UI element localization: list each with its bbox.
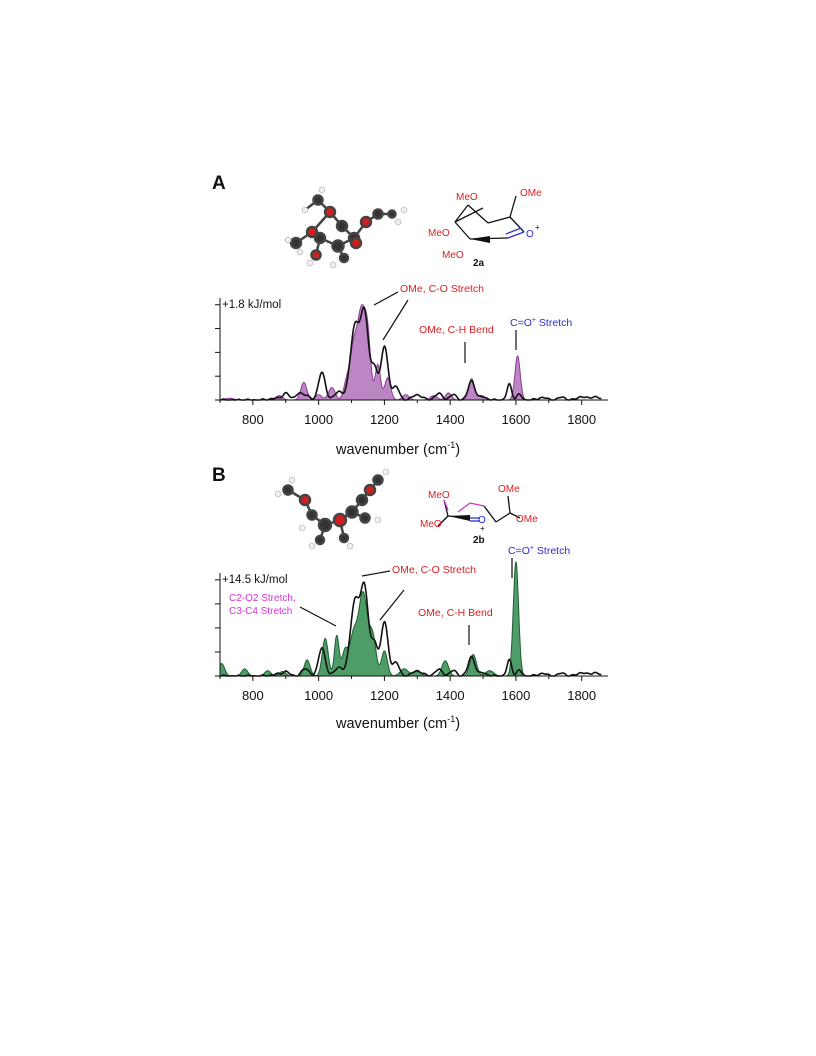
annotation-a-co-stretch: OMe, C-O Stretch bbox=[400, 283, 484, 295]
annotation-a-cplus-stretch: C=O+ Stretch bbox=[510, 317, 572, 329]
structure-label-plus-b: + bbox=[480, 524, 485, 533]
annotation-a-ch-bend: OMe, C-H Bend bbox=[419, 324, 494, 336]
structure-label-ome-top: OMe bbox=[520, 188, 542, 199]
panel-letter-a: A bbox=[212, 173, 226, 194]
x-ticks-a: 800 1000 1200 1400 1600 1800 bbox=[219, 400, 596, 427]
x-tick-label: 1000 bbox=[304, 688, 333, 703]
x-ticks-b: 800 1000 1200 1400 1600 1800 bbox=[219, 676, 596, 703]
structure-label-meo-bottom: MeO bbox=[442, 250, 464, 261]
spectrum-b-experimental-line bbox=[220, 581, 602, 677]
structure-2b: MeO OMe MeO OMe O + 2b bbox=[420, 484, 538, 546]
x-tick-label: 1200 bbox=[370, 688, 399, 703]
structure-label-meo-left-b: MeO bbox=[420, 519, 442, 530]
x-tick-label: 1800 bbox=[567, 412, 596, 427]
x-tick-label: 800 bbox=[242, 412, 264, 427]
structure-label-ome-right-b: OMe bbox=[516, 514, 538, 525]
annotation-b-co-stretch: OMe, C-O Stretch bbox=[392, 564, 476, 576]
annotation-b-cplus-stretch: C=O+ Stretch bbox=[508, 545, 570, 557]
compound-label-2b: 2b bbox=[473, 535, 485, 546]
panel-letter-b: B bbox=[212, 465, 226, 486]
energy-label-b: +14.5 kJ/mol bbox=[222, 574, 288, 586]
annotation-b-c3c4-stretch: C3-C4 Stretch bbox=[229, 606, 292, 617]
x-tick-label: 1400 bbox=[436, 412, 465, 427]
y-ticks-a bbox=[215, 304, 220, 401]
chart-a: 800 1000 1200 1400 1600 1800 +1.8 kJ/mol OMe,… bbox=[215, 283, 608, 458]
x-tick-label: 1000 bbox=[304, 412, 333, 427]
spectrum-a-experimental-line bbox=[220, 306, 602, 401]
structure-label-oxocarbenium-b: O bbox=[478, 515, 486, 526]
structure-2a: MeO OMe MeO MeO O + 2a bbox=[428, 188, 542, 269]
x-tick-label: 800 bbox=[242, 688, 264, 703]
x-tick-label: 1400 bbox=[436, 688, 465, 703]
structure-label-meo-left: MeO bbox=[428, 228, 450, 239]
x-tick-label: 1600 bbox=[501, 412, 530, 427]
molecule-3d-2a bbox=[284, 186, 408, 269]
structure-label-meo-top: MeO bbox=[456, 192, 478, 203]
x-tick-label: 1200 bbox=[370, 412, 399, 427]
x-axis-label-a: wavenumber (cm-1) bbox=[335, 440, 460, 458]
y-ticks-b bbox=[215, 579, 220, 677]
structure-label-meo-top-b: MeO bbox=[428, 490, 450, 501]
structure-label-plus: + bbox=[535, 223, 540, 232]
x-tick-label: 1600 bbox=[501, 688, 530, 703]
structure-label-oxocarbenium: O bbox=[526, 229, 534, 240]
x-tick-label: 1800 bbox=[567, 688, 596, 703]
annotation-b-c2o2-stretch: C2-O2 Stretch, bbox=[229, 593, 296, 604]
annotation-b-ch-bend: OMe, C-H Bend bbox=[418, 607, 493, 619]
molecule-3d-2b bbox=[274, 468, 390, 550]
structure-label-ome-top-b: OMe bbox=[498, 484, 520, 495]
x-axis-label-b: wavenumber (cm-1) bbox=[335, 714, 460, 732]
chart-b: 800 1000 1200 1400 1600 1800 +14.5 kJ/mol C2-… bbox=[215, 545, 608, 732]
compound-label-2a: 2a bbox=[473, 258, 485, 269]
energy-label-a: +1.8 kJ/mol bbox=[222, 299, 281, 311]
